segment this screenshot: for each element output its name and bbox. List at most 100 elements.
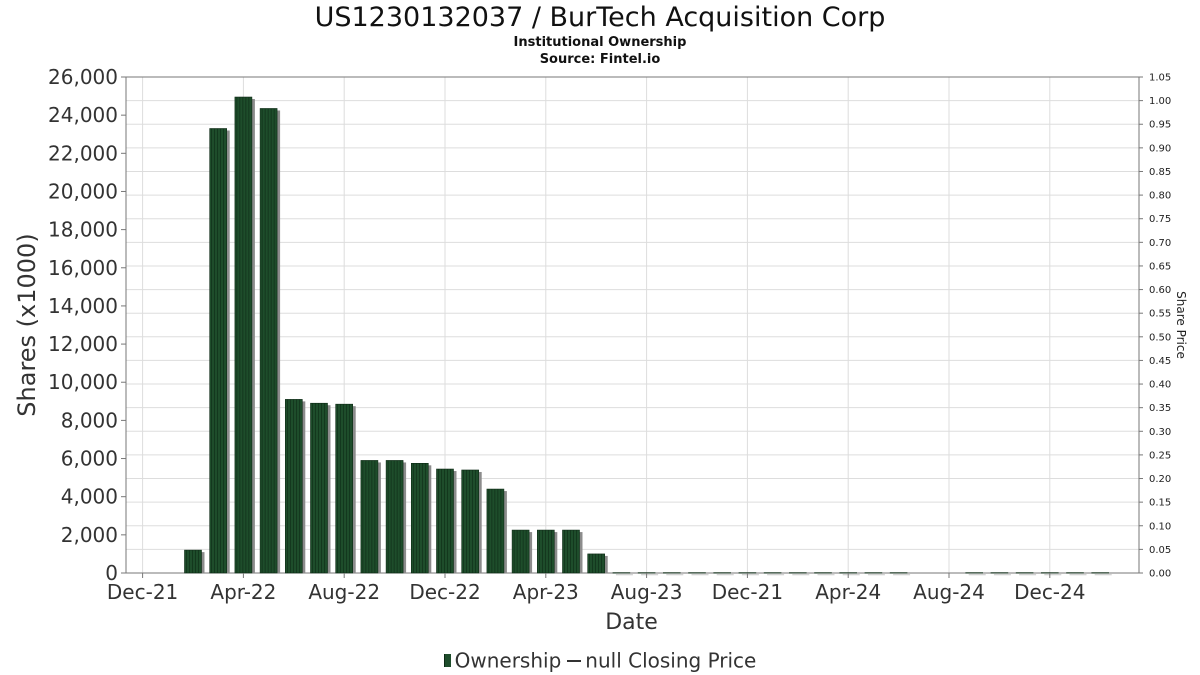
bar <box>864 572 885 576</box>
bar <box>209 128 230 574</box>
bar-body <box>284 399 303 574</box>
y2-axis-label: Share Price <box>1174 291 1188 359</box>
bar <box>259 108 281 574</box>
y2-tick-label: 0.70 <box>1149 238 1171 249</box>
y2-tick-label: 0.50 <box>1149 332 1171 343</box>
bar-body <box>436 468 454 574</box>
bar <box>284 399 306 574</box>
bar <box>662 572 684 576</box>
legend-price-label: null Closing Price <box>585 648 757 673</box>
bar <box>511 529 533 574</box>
bar <box>587 553 608 574</box>
y2-tick-label: 0.65 <box>1149 261 1171 272</box>
bar-body <box>461 469 480 574</box>
x-tick-label: Aug-22 <box>308 580 380 604</box>
bar-shadow <box>741 574 759 576</box>
legend-price-line <box>567 659 582 662</box>
y2-tick-label: 0.15 <box>1149 498 1171 509</box>
bar-body <box>184 549 202 574</box>
y-tick-label: 2,000 <box>61 523 118 547</box>
bar <box>1015 572 1037 576</box>
x-tick-label: Apr-24 <box>815 580 881 604</box>
bar-shadow <box>792 574 810 576</box>
chart-subtitle: Institutional Ownership <box>513 35 687 50</box>
bar-shadow <box>691 574 709 576</box>
bar-shadow <box>641 574 659 576</box>
y2-tick-label: 0.45 <box>1149 356 1171 367</box>
bar-body <box>209 128 227 574</box>
bar <box>184 549 205 574</box>
bar-shadow <box>842 574 860 576</box>
y2-tick-label: 0.00 <box>1149 569 1171 580</box>
bar-body <box>864 572 883 574</box>
x-tick-label: Aug-24 <box>913 580 985 604</box>
y-tick-label: 6,000 <box>61 447 118 471</box>
y2-tick-label: 0.90 <box>1149 143 1171 154</box>
bar <box>536 529 558 574</box>
bar-body <box>486 488 505 574</box>
bar-body <box>587 553 606 574</box>
y-axis-ticks: 0 2,000 4,000 6,000 8,000 10,000 12,000 14,000 1… <box>48 65 126 585</box>
y-tick-label: 12,000 <box>48 332 118 356</box>
bar-shadow <box>767 574 785 576</box>
y-tick-label: 4,000 <box>61 485 118 509</box>
y2-tick-label: 1.00 <box>1149 96 1171 107</box>
x-tick-label: Apr-22 <box>210 580 276 604</box>
bar-body <box>990 572 1009 574</box>
bar-shadow <box>1069 574 1087 576</box>
bar <box>436 468 457 574</box>
bar-body <box>1015 572 1034 574</box>
bar <box>637 572 659 576</box>
plot-area <box>125 76 1140 574</box>
bar <box>713 572 734 576</box>
y-tick-label: 8,000 <box>61 408 118 432</box>
y-tick-label: 16,000 <box>48 256 118 280</box>
bar <box>839 572 860 576</box>
chart-source: Source: Fintel.io <box>539 52 661 67</box>
y2-tick-label: 0.75 <box>1149 214 1171 225</box>
y-tick-label: 10,000 <box>48 370 118 394</box>
x-tick-label: Dec-24 <box>1014 580 1085 604</box>
bar-body <box>511 529 530 574</box>
bar <box>763 572 785 576</box>
y-tick-label: 18,000 <box>48 218 118 242</box>
y2-axis-ticks: 0.00 0.05 0.10 0.15 0.20 0.25 0.30 0.35 0.40 0.45… <box>1139 73 1171 580</box>
y-axis-label: Shares (x1000) <box>13 233 41 416</box>
y-tick-label: 14,000 <box>48 294 118 318</box>
y2-tick-label: 0.05 <box>1149 545 1171 556</box>
bar-body <box>965 572 984 574</box>
legend: Ownership null Closing Price <box>0 647 1200 673</box>
y-tick-label: 26,000 <box>48 65 118 89</box>
bar-body <box>889 572 908 574</box>
bar-shadow <box>817 574 835 576</box>
y2-tick-label: 0.35 <box>1149 403 1171 414</box>
bar-body <box>688 572 706 574</box>
bar-shadow <box>1019 574 1037 576</box>
y-tick-label: 24,000 <box>48 103 118 127</box>
y2-tick-label: 0.40 <box>1149 380 1171 391</box>
y2-tick-label: 0.25 <box>1149 450 1171 461</box>
bar-shadow <box>893 574 911 576</box>
bar <box>814 572 835 576</box>
y2-tick-label: 0.80 <box>1149 191 1171 202</box>
bar <box>990 572 1011 576</box>
bar <box>1041 572 1062 576</box>
bar <box>461 469 482 574</box>
bar-body <box>788 572 807 574</box>
x-axis-ticks: Dec-21 Apr-22 Aug-22 Dec-22 Apr-23 Aug-23 Dec-… <box>107 573 1085 604</box>
bar-body <box>234 96 253 574</box>
bar-body <box>612 572 631 574</box>
bar-shadow <box>716 574 734 576</box>
bar-body <box>562 529 580 574</box>
bar <box>360 460 381 574</box>
bar <box>788 572 810 576</box>
bar <box>335 403 356 574</box>
legend-ownership-label: Ownership <box>454 648 562 673</box>
bar-shadow <box>993 574 1011 576</box>
bar-shadow <box>867 574 885 576</box>
y-tick-label: 20,000 <box>48 179 118 203</box>
bar <box>310 402 331 574</box>
bar-body <box>536 529 555 574</box>
y-tick-label: 0 <box>105 561 118 585</box>
bar <box>738 572 759 576</box>
